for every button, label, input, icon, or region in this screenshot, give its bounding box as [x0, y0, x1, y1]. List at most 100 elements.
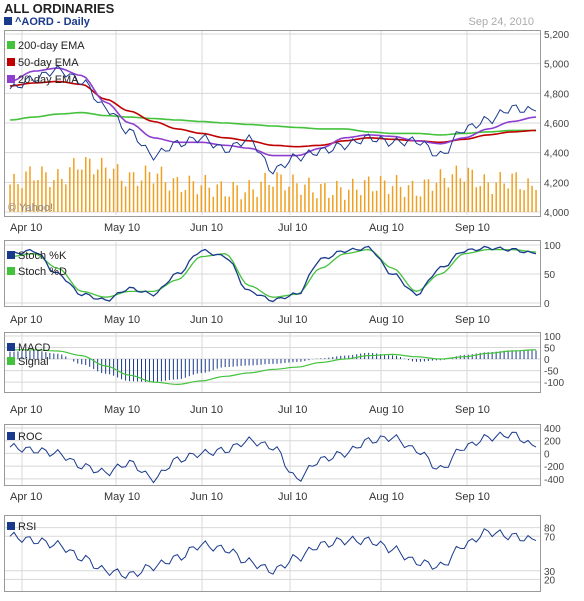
volume-bar [451, 174, 454, 212]
volume-bar [379, 176, 382, 212]
price-line [9, 64, 537, 175]
rsi-panel [4, 515, 541, 592]
volume-bar [192, 181, 195, 212]
volume-layer [9, 157, 537, 212]
legend-swatch-roc [7, 432, 15, 440]
volume-bar [200, 185, 203, 212]
x-tick-label: Apr 10 [10, 314, 42, 326]
volume-bar [471, 169, 474, 212]
volume-bar [85, 157, 87, 212]
volume-bar [136, 185, 139, 212]
volume-bar [355, 189, 358, 212]
x-tick-label: Jun 10 [190, 222, 223, 234]
volume-bar [300, 194, 302, 212]
volume-bar [25, 171, 27, 212]
legend-swatch-macd [7, 343, 15, 351]
x-tick-label: Aug 10 [369, 314, 404, 326]
volume-bar [459, 178, 462, 212]
volume-bar [503, 183, 505, 212]
x-tick-label: Jul 10 [278, 314, 307, 326]
volume-bar [375, 190, 378, 212]
series-layer [9, 64, 537, 579]
symbol-label: ^AORD - Daily [15, 16, 91, 28]
volume-bar [45, 172, 47, 212]
x-tick-label: Sep 10 [455, 314, 490, 326]
volume-bar [13, 173, 15, 212]
volume-bar [523, 190, 525, 212]
legend-roc: ROC [18, 431, 43, 443]
legend-swatch-signal [7, 357, 15, 365]
volume-bar [236, 185, 238, 212]
volume-bar [443, 178, 446, 212]
volume-bar [312, 192, 314, 212]
volume-bar [92, 174, 95, 212]
volume-bar [176, 177, 179, 212]
x-tick-label: Jul 10 [278, 491, 307, 503]
yahoo-watermark: © Yahoo! [8, 202, 53, 214]
volume-bar [144, 165, 147, 212]
y-tick-label: 80 [544, 524, 556, 535]
volume-bar [212, 196, 215, 212]
roc-panel [4, 424, 541, 486]
volume-bar [132, 172, 135, 212]
chart-date: Sep 24, 2010 [469, 16, 534, 28]
volume-bar [104, 167, 107, 212]
volume-bar [304, 184, 306, 212]
volume-bar [320, 183, 322, 212]
y-tick-label: 4,200 [544, 178, 569, 189]
volume-bar [308, 177, 310, 212]
volume-bar [447, 187, 450, 212]
x-tick-label: Aug 10 [369, 491, 404, 503]
symbol-square-icon [4, 17, 12, 25]
volume-bar [487, 182, 489, 212]
roc-line [9, 431, 537, 484]
volume-bar [363, 180, 366, 212]
volume-bar [108, 178, 111, 212]
legend-signal: Signal [18, 356, 49, 368]
stoch-d-line [9, 248, 537, 298]
volume-bar [184, 190, 187, 212]
tick-layer: 5,200 5,000 4,800 4,600 4,400 4,200 4,000 Apr 1… [10, 30, 569, 586]
volume-bar [112, 168, 115, 212]
volume-bar [419, 196, 422, 212]
volume-bar [21, 188, 23, 212]
volume-bar [332, 195, 334, 212]
volume-bar [33, 180, 35, 212]
volume-bar [17, 184, 19, 212]
volume-bar [371, 191, 374, 212]
volume-bar [383, 180, 386, 212]
volume-bar [164, 182, 167, 212]
volume-bar [439, 169, 442, 212]
volume-bar [29, 166, 31, 212]
volume-bar [228, 196, 230, 212]
legend-stochd: Stoch %D [18, 266, 67, 278]
ema50-line [9, 80, 537, 148]
volume-bar [328, 197, 330, 212]
volume-bar [475, 187, 478, 212]
volume-bar [224, 196, 226, 212]
y-tick-label: 4,800 [544, 89, 569, 100]
volume-bar [260, 181, 262, 212]
volume-bar [415, 195, 418, 212]
volume-bar [340, 187, 342, 212]
legend-20ema: 20-day EMA [18, 74, 79, 86]
y-tick-label: 100 [544, 332, 561, 343]
y-tick-label: 20 [544, 575, 556, 586]
volume-bar [455, 165, 458, 212]
y-tick-label: -200 [544, 462, 564, 473]
legend-200ema: 200-day EMA [18, 40, 85, 52]
volume-bar [244, 192, 246, 212]
volume-bar [120, 180, 123, 212]
volume-bar [435, 182, 438, 212]
price-panel [4, 30, 541, 217]
stoch-legend: Stoch %K Stoch %D [7, 250, 67, 278]
x-tick-label: Sep 10 [455, 491, 490, 503]
volume-bar [359, 195, 362, 212]
volume-bar [272, 186, 274, 212]
x-tick-label: Aug 10 [369, 404, 404, 416]
volume-bar [77, 169, 79, 212]
volume-bar [495, 182, 497, 212]
volume-bar [463, 181, 466, 212]
